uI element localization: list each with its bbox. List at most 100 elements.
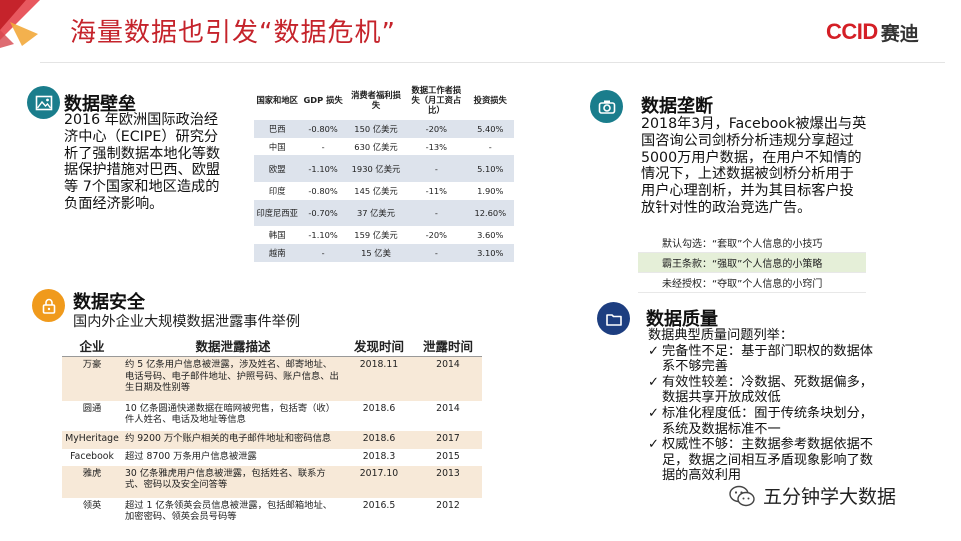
breach-found: 2018.11	[344, 356, 414, 401]
breach-header-cell: 企业	[62, 334, 122, 357]
monopoly-line: 情况下，上述数据被剑桥分析用于	[641, 166, 854, 183]
breach-header-cell: 泄露时间	[414, 334, 482, 357]
impact-header-cell: 数据工作者损失（月工资占比）	[411, 84, 462, 115]
breach-header-cell: 数据泄露描述	[122, 334, 344, 357]
impact-cell: -	[406, 200, 467, 226]
quality-block: 数据典型质量问题列举： ✓ 完备性不足：基于部门职权的数据体 系不够完善 ✓ 有…	[648, 328, 898, 484]
quality-intro: 数据典型质量问题列举：	[648, 328, 794, 343]
impact-header-cell: GDP 损失	[303, 94, 343, 105]
table-row: 默认勾选：“套取”个人信息的小技巧	[638, 233, 866, 253]
list-item: ✓ 完备性不足：基于部门职权的数据体 系不够完善	[648, 344, 898, 375]
wall-line: 济中心（ECIPE）研究分	[64, 128, 219, 145]
impact-header-cell: 消费者福利损失	[351, 89, 401, 110]
quality-item-line: 系不够完善	[662, 359, 728, 375]
monopoly-title: 数据垄断	[641, 96, 713, 117]
quality-item-line: 据的高效利用	[662, 468, 742, 484]
breach-table: 企业 数据泄露描述 发现时间 泄露时间 万豪 约 5 亿条用户信息被泄露，涉及姓…	[62, 334, 482, 528]
wall-line: 2016 年欧洲国际政治经	[64, 112, 219, 128]
wall-line: 负面经济影响。	[64, 195, 164, 212]
breach-found: 2016.5	[344, 497, 414, 528]
tactic-item: 未经授权：“夺取”个人信息的小窍门	[638, 272, 866, 293]
monopoly-text: 2018年3月，Facebook被爆出与英 国咨询公司剑桥分析违规分享超过 50…	[641, 116, 901, 217]
impact-cell: 15 亿美	[345, 244, 407, 262]
breach-leaked: 2014	[414, 356, 482, 401]
impact-cell: 中国	[254, 138, 301, 155]
table-row: 圆通 10 亿条圆通快递数据在暗网被兜售，包括寄（收）件人姓名、电话及地址等信息…	[62, 400, 482, 431]
logo-cn-text: 赛迪	[880, 22, 919, 45]
impact-cell: 3.60%	[466, 226, 514, 244]
folder-icon	[597, 302, 630, 335]
table-row: 霸王条款：“强取”个人信息的小策略	[638, 252, 866, 273]
breach-company: 领英	[62, 497, 122, 528]
list-item: ✓ 有效性较差：冷数据、死数据偏多， 数据共享开放成效低	[648, 375, 898, 406]
breach-found: 2018.6	[344, 430, 414, 449]
impact-cell: -1.10%	[300, 155, 346, 182]
impact-cell: 印度	[254, 182, 301, 200]
tactic-item: 霸王条款：“强取”个人信息的小策略	[638, 252, 866, 273]
breach-desc: 超过 8700 万条用户信息被泄露	[122, 448, 344, 466]
ccid-logo: CCID 赛迪	[826, 18, 940, 46]
security-subtitle: 国内外企业大规模数据泄露事件举例	[73, 314, 301, 330]
impact-cell: 巴西	[254, 120, 301, 138]
table-row: 雅虎 30 亿条雅虎用户信息被泄露，包括姓名、联系方式、密码以及安全问答等 20…	[62, 465, 482, 498]
tactics-table: 默认勾选：“套取”个人信息的小技巧 霸王条款：“强取”个人信息的小策略 未经授权…	[638, 233, 866, 293]
impact-table: 国家和地区 GDP 损失 消费者福利损失 数据工作者损失（月工资占比） 投资损失…	[254, 79, 514, 262]
impact-cell: -0.80%	[300, 120, 346, 138]
quality-item-line: 权威性不够：主数据参考数据依据不	[662, 437, 873, 453]
table-row: 印度尼西亚 -0.70% 37 亿美元 - 12.60%	[254, 200, 514, 226]
breach-leaked: 2012	[414, 497, 482, 528]
wall-text: 2016 年欧洲国际政治经 济中心（ECIPE）研究分 析了强制数据本地化等数 …	[64, 112, 254, 213]
monopoly-line: 2018年3月，Facebook被爆出与英	[641, 116, 867, 132]
slide-title: 海量数据也引发“数据危机”	[70, 18, 396, 48]
impact-cell: 5.40%	[466, 120, 514, 138]
breach-desc: 30 亿条雅虎用户信息被泄露，包括姓名、联系方式、密码以及安全问答等	[122, 465, 344, 498]
breach-company: MyHeritage	[62, 430, 122, 449]
monopoly-line: 5000万用户数据，在用户不知情的	[641, 149, 862, 166]
quality-list: ✓ 完备性不足：基于部门职权的数据体 系不够完善 ✓ 有效性较差：冷数据、死数据…	[648, 344, 898, 484]
security-title: 数据安全	[73, 292, 145, 313]
impact-cell: -13%	[406, 138, 467, 155]
camera-icon	[590, 90, 623, 123]
impact-cell: 越南	[254, 244, 301, 262]
quality-item-line: 系统及数据标准不一	[662, 421, 781, 437]
tactic-item: 默认勾选：“套取”个人信息的小技巧	[638, 233, 866, 253]
breach-leaked: 2013	[414, 465, 482, 498]
impact-cell: 1.90%	[466, 182, 514, 200]
impact-cell: 159 亿美元	[345, 226, 407, 244]
breach-company: 雅虎	[62, 465, 122, 498]
breach-company: 万豪	[62, 356, 122, 401]
impact-cell: -0.80%	[300, 182, 346, 200]
impact-cell: -	[406, 155, 467, 182]
breach-desc: 约 9200 万个账户相关的电子邮件地址和密码信息	[122, 430, 344, 449]
breach-found: 2018.3	[344, 448, 414, 466]
quality-item-line: 有效性较差：冷数据、死数据偏多，	[662, 374, 873, 390]
breach-leaked: 2014	[414, 400, 482, 431]
impact-cell: 3.10%	[466, 244, 514, 262]
impact-cell: -	[466, 138, 514, 155]
impact-cell: -	[406, 244, 467, 262]
quality-title: 数据质量	[646, 309, 718, 330]
table-row: 韩国 -1.10% 159 亿美元 -20% 3.60%	[254, 226, 514, 244]
impact-table-header: 国家和地区 GDP 损失 消费者福利损失 数据工作者损失（月工资占比） 投资损失	[254, 79, 514, 120]
impact-cell: -0.70%	[300, 200, 346, 226]
checkmark-icon: ✓	[648, 374, 660, 390]
impact-cell: -	[300, 244, 346, 262]
breach-company: 圆通	[62, 400, 122, 431]
table-row: 巴西 -0.80% 150 亿美元 -20% 5.40%	[254, 120, 514, 138]
wall-line: 据保护措施对巴西、欧盟	[64, 162, 221, 179]
breach-leaked: 2015	[414, 448, 482, 466]
impact-cell: -20%	[406, 120, 467, 138]
watermark: 五分钟学大数据	[729, 482, 896, 509]
impact-cell: -11%	[406, 182, 467, 200]
impact-cell: 630 亿美元	[345, 138, 407, 155]
table-row: 中国 - 630 亿美元 -13% -	[254, 138, 514, 155]
wechat-icon	[729, 485, 755, 506]
wall-title: 数据壁垒	[64, 94, 136, 115]
table-row: 万豪 约 5 亿条用户信息被泄露，涉及姓名、邮寄地址、电话号码、电子邮件地址、护…	[62, 356, 482, 401]
corner-decoration	[0, 0, 40, 48]
picture-icon	[27, 86, 60, 119]
wall-line: 析了强制数据本地化等数	[64, 145, 221, 162]
quality-item-line: 标准化程度低：囿于传统条块划分，	[662, 405, 873, 421]
impact-cell: 12.60%	[466, 200, 514, 226]
impact-header-cell: 国家和地区	[256, 94, 298, 105]
